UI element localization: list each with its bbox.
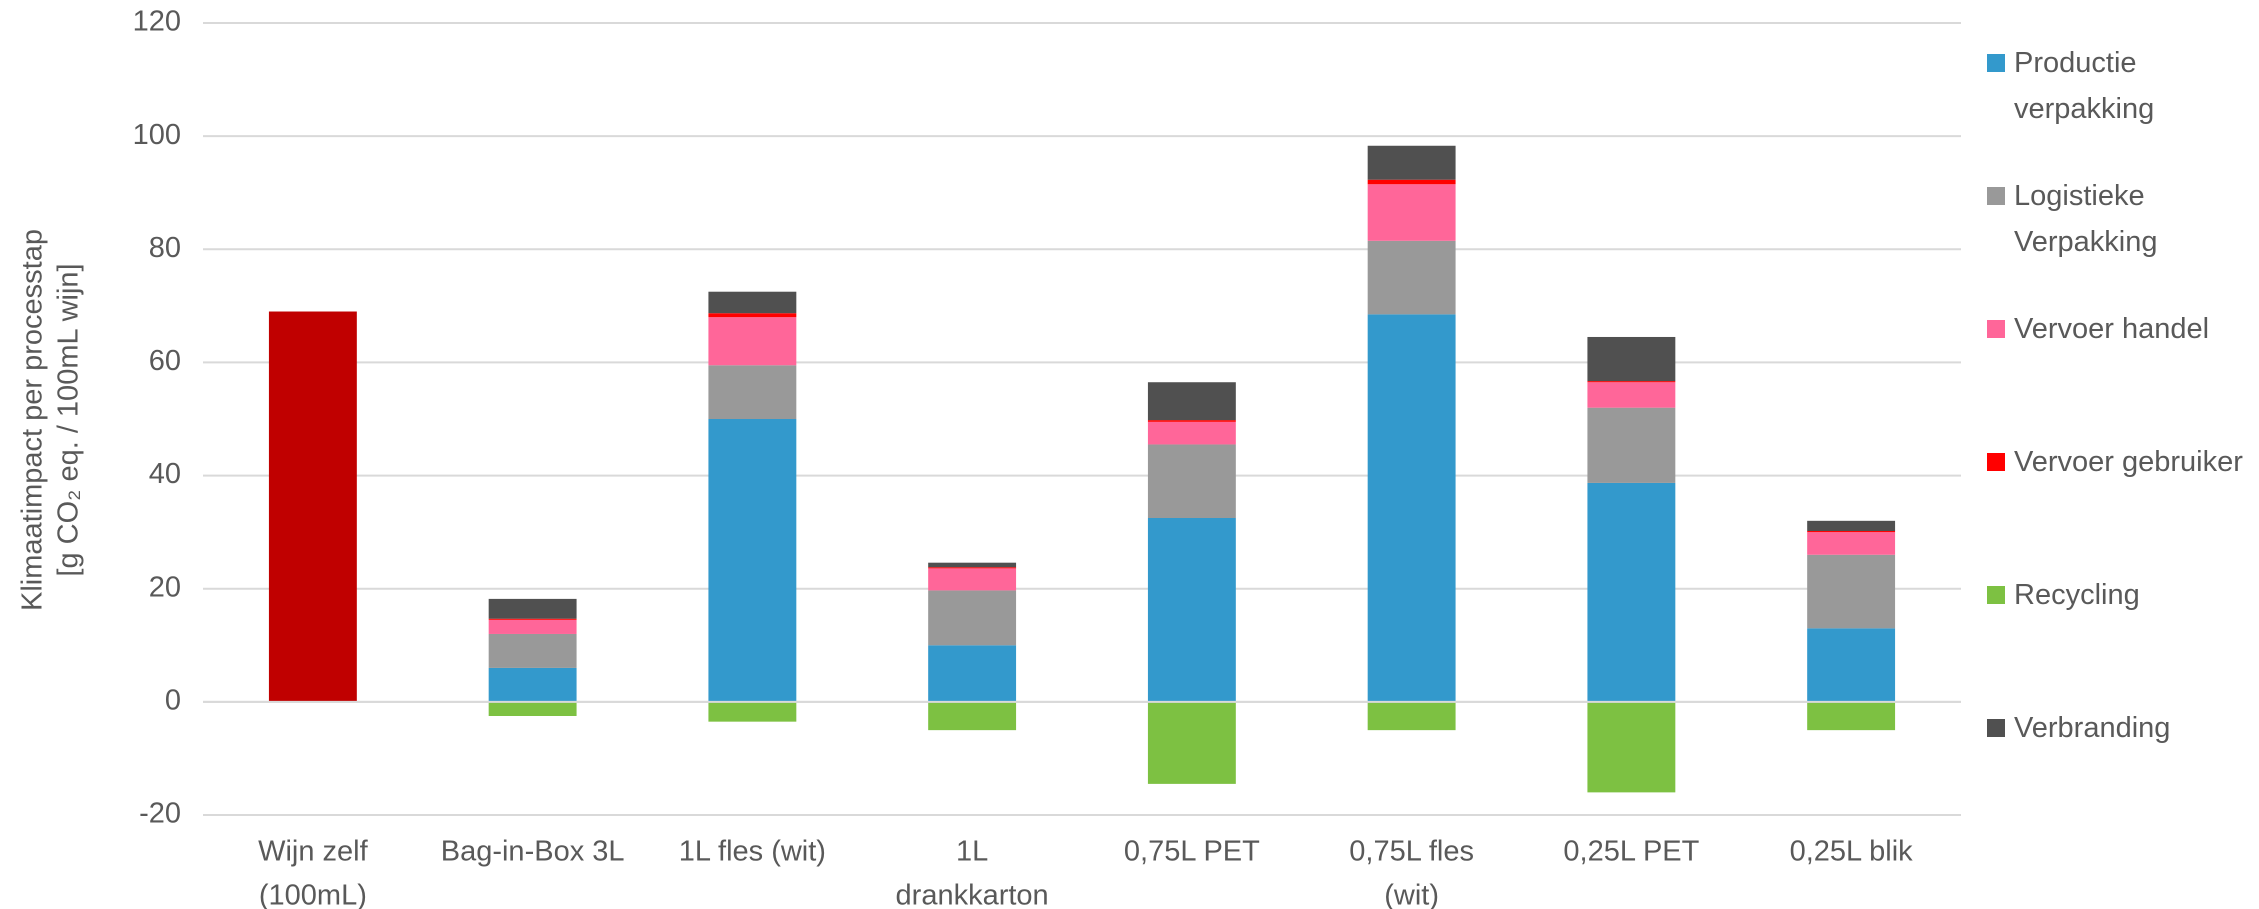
bar-segment	[268, 311, 357, 702]
legend-swatch	[1987, 187, 2005, 205]
bar-segment	[1147, 382, 1236, 421]
bar-segment	[1587, 382, 1676, 408]
bar-segment	[488, 598, 577, 619]
bar-segment	[1367, 314, 1456, 702]
legend-label: Vervoer gebruiker	[2014, 446, 2243, 478]
bar-segment	[488, 618, 577, 620]
bar-segment	[1367, 145, 1456, 180]
x-tick-label: Bag-in-Box 3L	[441, 836, 625, 868]
legend-label: Verbranding	[2014, 712, 2171, 744]
bar-segment	[1147, 444, 1236, 518]
bar-segment	[1807, 531, 1896, 533]
bar-segment	[1367, 179, 1456, 185]
bar-segment	[928, 562, 1017, 568]
y-tick-label: 80	[149, 232, 181, 264]
bar-segment	[1147, 701, 1236, 784]
bar-segment	[928, 590, 1017, 646]
x-tick-label: 1L	[956, 836, 988, 868]
bar-segment	[1807, 628, 1896, 702]
legend-swatch	[1987, 719, 2005, 737]
bar-segment	[1147, 420, 1236, 422]
y-tick-label: 20	[149, 571, 181, 603]
bar-segment	[488, 619, 577, 634]
legend-swatch	[1987, 54, 2005, 72]
bar-segment	[708, 317, 797, 366]
y-axis-title: Klimaatimpact per processtap	[17, 229, 49, 611]
bar-segment	[1147, 518, 1236, 702]
x-tick-label: 1L fles (wit)	[679, 836, 826, 868]
legend-label: Recycling	[2014, 579, 2140, 611]
bar-segment	[1587, 482, 1676, 702]
x-tick-label: (wit)	[1384, 880, 1439, 909]
x-tick-label: drankkarton	[896, 880, 1049, 909]
x-tick-label: 0,75L PET	[1124, 836, 1260, 868]
y-axis-title: [g CO₂ eq. / 100mL wijn]	[53, 263, 85, 576]
bar-segment	[928, 567, 1017, 569]
bar-segment	[488, 701, 577, 716]
legend-swatch	[1987, 453, 2005, 471]
bar-segment	[488, 633, 577, 668]
legend-label: Vervoer handel	[2014, 313, 2210, 345]
legend-label: Productie verpakking	[2014, 47, 2155, 125]
bar-segment	[708, 313, 797, 318]
y-tick-label: 100	[133, 119, 181, 151]
bar-segment	[1587, 407, 1676, 483]
y-tick-label: 60	[149, 345, 181, 377]
bar-segment	[1367, 184, 1456, 241]
legend-label: Logistieke Verpakking	[2014, 180, 2158, 258]
bar-segment	[1807, 532, 1896, 555]
bar-segment	[1147, 421, 1236, 445]
bar-segment	[1587, 381, 1676, 383]
bar-segment	[1367, 240, 1456, 315]
y-tick-label: -20	[139, 798, 181, 830]
x-tick-label: 0,25L PET	[1563, 836, 1699, 868]
legend-swatch	[1987, 320, 2005, 338]
bar-segment	[1807, 701, 1896, 731]
bar-segment	[928, 568, 1017, 591]
y-tick-label: 40	[149, 458, 181, 490]
x-tick-label: Wijn zelf	[258, 836, 369, 868]
bar-segment	[1807, 554, 1896, 629]
bar-segment	[1807, 520, 1896, 532]
bar-segment	[1587, 701, 1676, 793]
bar-segment	[928, 701, 1017, 731]
bar-segment	[708, 701, 797, 722]
x-tick-label: 0,75L fles	[1349, 836, 1474, 868]
bar-segment	[1367, 701, 1456, 731]
bar-segment	[488, 667, 577, 702]
bar-segment	[708, 419, 797, 702]
legend-swatch	[1987, 586, 2005, 604]
bar-segment	[708, 291, 797, 314]
x-tick-label: 0,25L blik	[1790, 836, 1914, 868]
bar-segment	[1587, 336, 1676, 382]
y-tick-label: 0	[165, 685, 181, 717]
bar-segment	[708, 365, 797, 419]
bar-segment	[928, 645, 1017, 702]
x-tick-label: (100mL)	[259, 880, 367, 909]
y-tick-label: 120	[133, 6, 181, 38]
